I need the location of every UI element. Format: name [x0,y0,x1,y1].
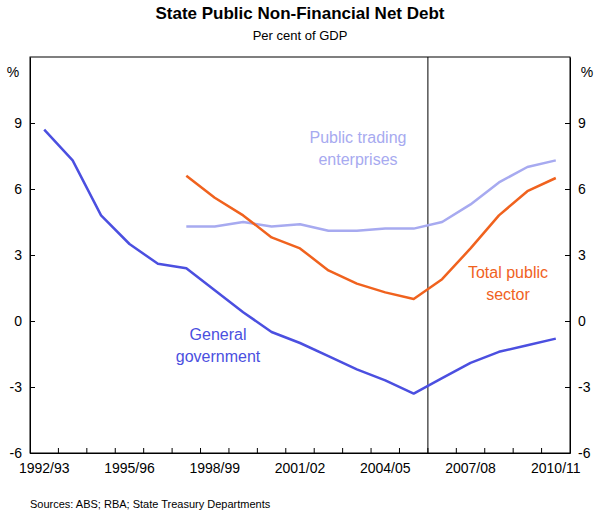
tick-label: -3 [10,379,23,395]
source-note: Sources: ABS; RBA; State Treasury Depart… [30,498,271,510]
tick-mark [30,387,35,388]
tick-label: 0 [14,313,22,329]
divider-line [427,57,428,453]
plot-frame [30,57,570,453]
series-label: Generalgovernment [176,326,261,365]
y-tick: -6 [565,445,591,461]
series-label: Total publicsector [468,264,548,303]
tick-mark [30,255,35,256]
x-tick: 2001/02 [275,460,326,476]
tick-label: 9 [578,115,586,131]
x-boundary-tick [484,448,485,453]
y-tick: 0 [565,313,586,329]
x-boundary-tick [172,448,173,453]
x-boundary-tick [456,448,457,453]
y-tick: 3 [14,247,35,263]
series-line [186,176,555,299]
tick-label: -6 [10,445,23,461]
y-tick: 6 [565,181,586,197]
tick-label: 6 [14,181,22,197]
x-boundary-tick [86,448,87,453]
x-tick: 2004/05 [360,460,411,476]
series-label: Public tradingenterprises [310,129,407,168]
y-tick: 6 [14,181,35,197]
tick-mark [565,123,570,124]
x-tick: 2010/11 [531,460,581,476]
y-tick: -3 [565,379,591,395]
tick-label: 3 [14,247,22,263]
x-boundary-tick [427,448,428,453]
x-boundary-tick [115,448,116,453]
tick-label: 3 [578,247,586,263]
title: State Public Non-Financial Net Debt [155,4,444,23]
y-tick: -3 [10,379,35,395]
y-axis-left: -6 -3 0 3 6 9 [10,58,35,461]
tick-label: 0 [578,313,586,329]
y-tick: -6 [10,445,35,461]
axis-line [31,453,571,454]
chart: State Public Non-Financial Net Debt Per c… [0,0,600,516]
tick-mark [565,189,570,190]
tick-label: 2001/02 [275,460,326,476]
tick-mark [565,321,570,322]
tick-label: 1995/96 [104,460,155,476]
tick-label: 6 [578,181,586,197]
x-boundary-tick [228,448,229,453]
x-tick: 1992/93 [19,460,70,476]
x-boundary-ticks [58,448,541,453]
tick-mark [30,189,35,190]
tick-label: 9 [14,115,22,131]
y-tick: 9 [14,115,35,131]
y-tick: 3 [565,247,586,263]
tick-label: 1998/99 [189,460,240,476]
tick-mark [30,321,35,322]
subtitle: Per cent of GDP [253,28,348,43]
x-tick: 1995/96 [104,460,155,476]
x-boundary-tick [399,448,400,453]
x-boundary-tick [58,448,59,453]
series-line [44,130,556,394]
x-boundary-tick [513,448,514,453]
x-boundary-tick [285,448,286,453]
x-boundary-tick [342,448,343,453]
y-axis-right: -6 -3 0 3 6 9 [565,58,591,461]
y-tick: 9 [565,115,586,131]
tick-mark [565,255,570,256]
series-lines [44,130,556,394]
x-boundary-tick [541,448,542,453]
x-boundary-tick [200,448,201,453]
tick-label: 1992/93 [19,460,70,476]
x-tick: 2007/08 [445,460,496,476]
tick-label: -3 [578,379,591,395]
axis-line [570,58,571,454]
x-boundary-tick [314,448,315,453]
x-boundary-tick [143,448,144,453]
x-boundary-tick [371,448,372,453]
y-unit-label: % [7,64,19,80]
tick-mark [565,387,570,388]
tick-mark [30,123,35,124]
tick-label: 2010/11 [531,460,581,476]
y-tick: 0 [14,313,35,329]
tick-label: 2004/05 [360,460,411,476]
x-boundary-tick [257,448,258,453]
series-line [186,160,555,230]
y-unit-label: % [581,64,593,80]
x-axis: 1992/93 1995/96 1998/99 2001/02 2004/05 2007/… [19,454,581,476]
tick-label: 2007/08 [445,460,496,476]
x-tick: 1998/99 [189,460,240,476]
tick-label: -6 [578,445,591,461]
